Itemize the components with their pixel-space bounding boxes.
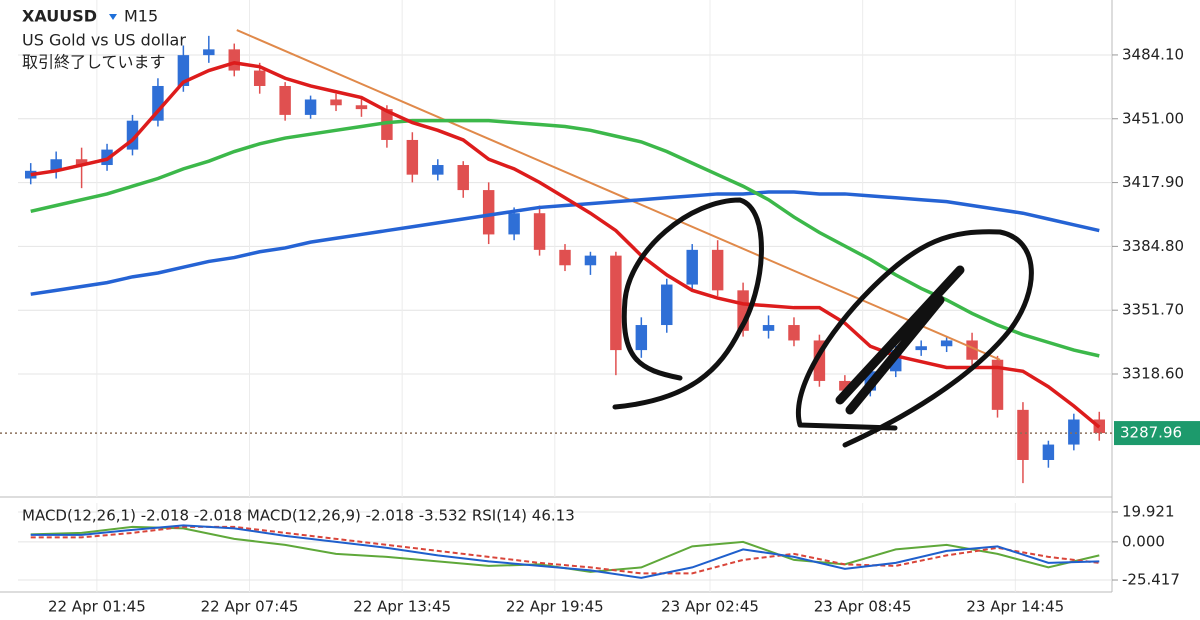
symbol[interactable]: XAUUSD bbox=[22, 7, 97, 26]
candle-body bbox=[304, 99, 317, 115]
candle-body bbox=[737, 290, 749, 331]
x-tick-label: 22 Apr 07:45 bbox=[201, 598, 299, 616]
y-tick-label: 19.921 bbox=[1122, 502, 1175, 520]
candle-body bbox=[203, 49, 215, 56]
y-tick-label: 3384.80 bbox=[1122, 237, 1184, 255]
candle-body bbox=[559, 249, 571, 266]
timeframe[interactable]: M15 bbox=[124, 7, 158, 26]
candle-body bbox=[1068, 419, 1080, 445]
hand-drawing bbox=[612, 197, 1034, 448]
candle-body bbox=[508, 213, 520, 235]
candle-body bbox=[253, 70, 266, 86]
x-tick-label: 23 Apr 02:45 bbox=[661, 598, 759, 616]
y-tick-label: 3417.90 bbox=[1122, 173, 1184, 191]
dropdown-icon[interactable] bbox=[109, 14, 117, 20]
candle-body bbox=[966, 340, 978, 360]
candle-body bbox=[126, 120, 139, 150]
candle-body bbox=[991, 359, 1004, 410]
hand-loop bbox=[612, 197, 764, 410]
x-tick-label: 22 Apr 19:45 bbox=[506, 598, 604, 616]
candle-body bbox=[839, 380, 851, 391]
candle-body bbox=[381, 109, 393, 140]
market-status: 取引終了しています bbox=[22, 53, 166, 72]
last-price-label: 3287.96 bbox=[1120, 424, 1182, 442]
candle-body bbox=[50, 159, 62, 171]
x-tick-label: 23 Apr 14:45 bbox=[966, 598, 1064, 616]
moving-average bbox=[30, 61, 1101, 429]
candle-body bbox=[75, 159, 88, 166]
hand-stroke bbox=[835, 265, 965, 415]
candle-body bbox=[813, 340, 826, 381]
candle-body bbox=[406, 139, 419, 175]
candle-body bbox=[686, 249, 698, 285]
description: US Gold vs US dollar bbox=[22, 31, 186, 50]
y-tick-label: 3351.70 bbox=[1122, 301, 1184, 319]
candle-body bbox=[330, 99, 342, 106]
y-tick-label: 3318.60 bbox=[1122, 365, 1184, 383]
candle-body bbox=[1017, 409, 1029, 460]
candle-body bbox=[355, 105, 368, 110]
moving-average bbox=[30, 190, 1100, 296]
candle-body bbox=[152, 85, 164, 121]
candle-body bbox=[711, 249, 724, 291]
x-tick-label: 23 Apr 08:45 bbox=[814, 598, 912, 616]
candle-body bbox=[482, 190, 495, 235]
candle-body bbox=[457, 165, 469, 191]
candle-body bbox=[762, 325, 775, 331]
x-tick-label: 22 Apr 01:45 bbox=[48, 598, 146, 616]
y-tick-label: 3451.00 bbox=[1122, 109, 1184, 127]
x-tick-label: 22 Apr 13:45 bbox=[353, 598, 451, 616]
y-tick-label: -25.417 bbox=[1122, 571, 1180, 589]
candle-body bbox=[228, 49, 240, 71]
candle-body bbox=[533, 213, 546, 250]
candle-body bbox=[610, 255, 622, 351]
candle-body bbox=[788, 325, 800, 341]
trendline bbox=[236, 29, 1001, 361]
candle-body bbox=[940, 340, 953, 347]
candle-body bbox=[279, 85, 291, 115]
candle-body bbox=[432, 165, 444, 175]
indicator-legend: MACD(12,26,1) -2.018 -2.018 MACD(12,26,9… bbox=[22, 507, 575, 525]
candle-body bbox=[661, 284, 673, 326]
candle-body bbox=[1042, 444, 1055, 460]
candle-body bbox=[635, 325, 648, 351]
last-price-tag bbox=[1114, 421, 1200, 446]
y-tick-label: 0.000 bbox=[1122, 532, 1165, 550]
candle-body bbox=[584, 255, 597, 266]
hand-loop bbox=[796, 229, 1034, 448]
indicator-line bbox=[30, 524, 1100, 579]
candle-body bbox=[915, 346, 927, 351]
y-tick-label: 3484.10 bbox=[1122, 45, 1184, 63]
moving-average bbox=[30, 118, 1100, 358]
candle-body bbox=[177, 55, 190, 86]
